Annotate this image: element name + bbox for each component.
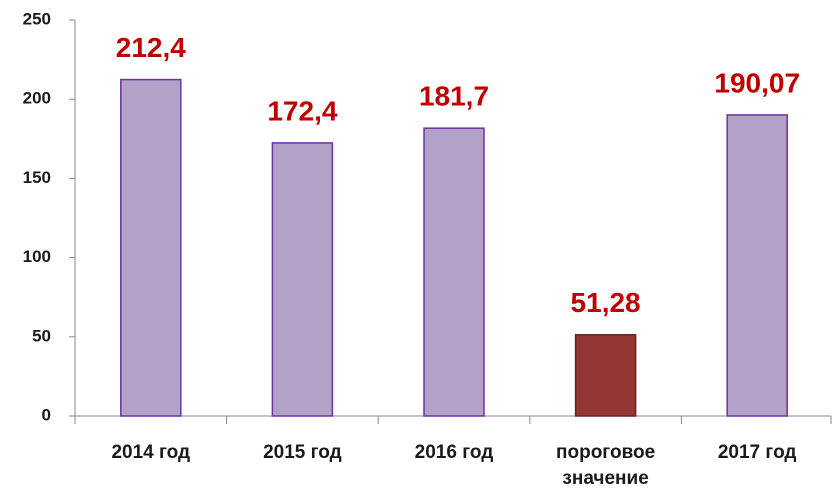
y-tick-label: 250: [23, 9, 51, 28]
bar: [120, 78, 182, 417]
bar: [423, 127, 485, 417]
x-tick-label: пороговое значение: [556, 442, 656, 489]
bar: [271, 142, 334, 417]
bar: [574, 334, 637, 417]
value-label: 51,28: [571, 287, 641, 318]
value-label: 212,4: [116, 32, 186, 63]
value-label: 172,4: [267, 95, 337, 126]
y-tick-label: 0: [42, 405, 51, 424]
value-label: 190,07: [714, 67, 800, 98]
x-tick-label: 2016 год: [414, 442, 494, 463]
x-tick-label: 2017 год: [717, 442, 797, 463]
y-tick-label: 100: [23, 247, 51, 266]
bar: [726, 114, 788, 417]
x-tick-label: 2015 год: [263, 442, 342, 463]
y-tick-label: 150: [23, 168, 51, 187]
x-tick-label: 2014 год: [111, 442, 191, 463]
y-tick-label: 200: [23, 89, 51, 108]
value-label: 181,7: [419, 81, 489, 112]
y-tick-label: 50: [32, 326, 51, 345]
